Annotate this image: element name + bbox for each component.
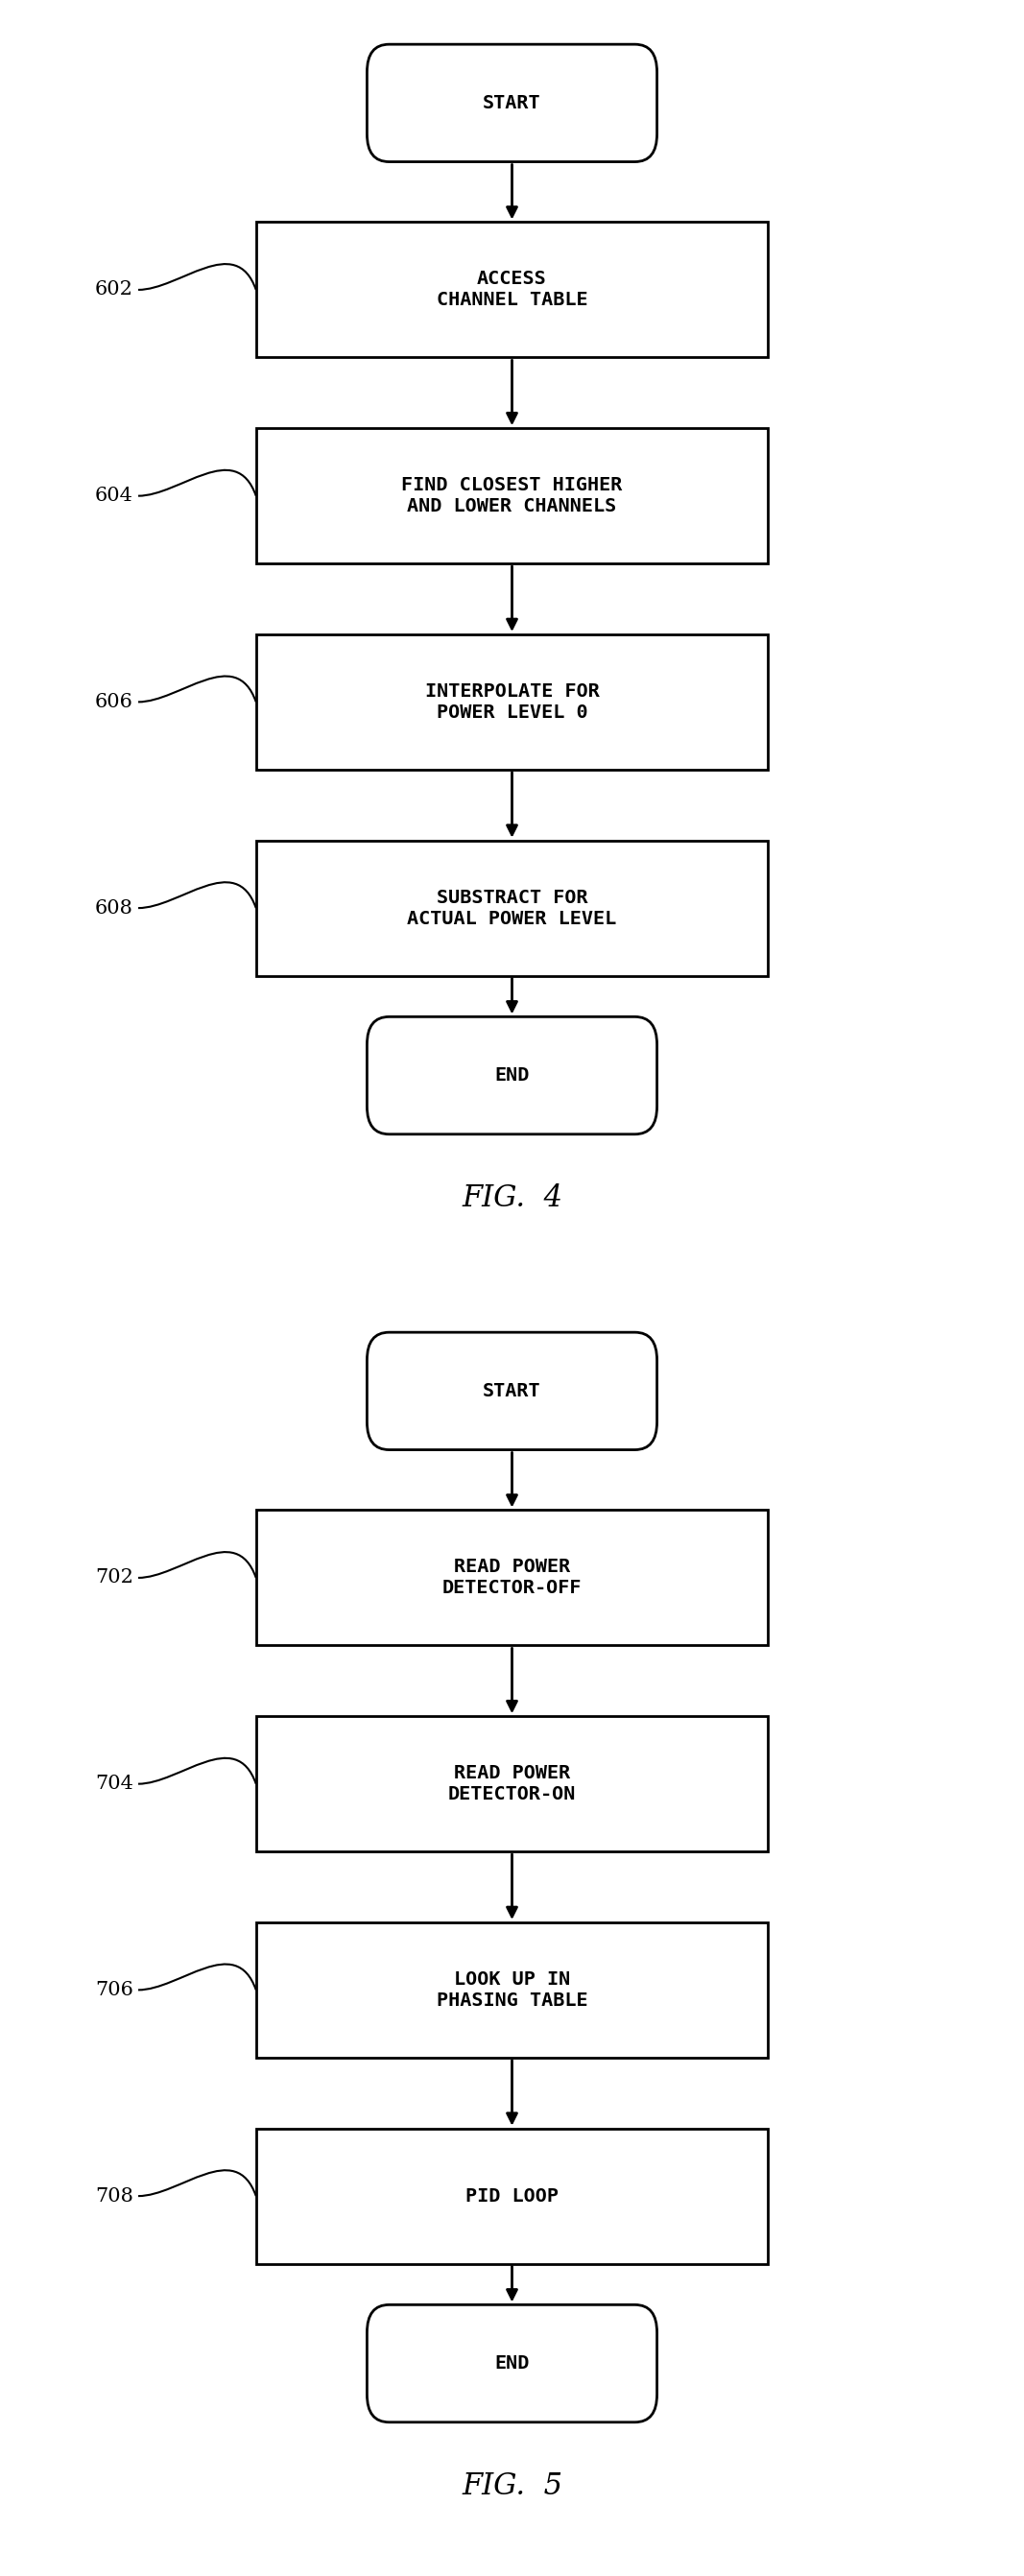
FancyBboxPatch shape xyxy=(256,634,768,770)
Text: 602: 602 xyxy=(95,281,133,299)
Text: PID LOOP: PID LOOP xyxy=(466,2187,558,2205)
Text: ACCESS
CHANNEL TABLE: ACCESS CHANNEL TABLE xyxy=(436,270,588,309)
Text: 708: 708 xyxy=(95,2187,133,2205)
FancyBboxPatch shape xyxy=(367,44,657,162)
Text: SUBSTRACT FOR
ACTUAL POWER LEVEL: SUBSTRACT FOR ACTUAL POWER LEVEL xyxy=(408,889,616,927)
Text: 704: 704 xyxy=(95,1775,133,1793)
FancyBboxPatch shape xyxy=(367,1332,657,1450)
Text: FIG.  5: FIG. 5 xyxy=(462,2470,562,2501)
Text: 702: 702 xyxy=(95,1569,133,1587)
Text: 606: 606 xyxy=(95,693,133,711)
Text: FIG.  4: FIG. 4 xyxy=(462,1182,562,1213)
Text: END: END xyxy=(495,1066,529,1084)
FancyBboxPatch shape xyxy=(256,2128,768,2264)
Text: READ POWER
DETECTOR-ON: READ POWER DETECTOR-ON xyxy=(449,1765,575,1803)
Text: 608: 608 xyxy=(95,899,133,917)
FancyBboxPatch shape xyxy=(256,1922,768,2058)
Text: START: START xyxy=(483,93,541,113)
Text: START: START xyxy=(483,1381,541,1401)
FancyBboxPatch shape xyxy=(367,1018,657,1133)
Text: INTERPOLATE FOR
POWER LEVEL 0: INTERPOLATE FOR POWER LEVEL 0 xyxy=(425,683,599,721)
FancyBboxPatch shape xyxy=(256,840,768,976)
Text: READ POWER
DETECTOR-OFF: READ POWER DETECTOR-OFF xyxy=(442,1558,582,1597)
Text: LOOK UP IN
PHASING TABLE: LOOK UP IN PHASING TABLE xyxy=(436,1971,588,2009)
FancyBboxPatch shape xyxy=(256,428,768,564)
FancyBboxPatch shape xyxy=(367,2306,657,2421)
Text: 706: 706 xyxy=(95,1981,133,1999)
Text: FIND CLOSEST HIGHER
AND LOWER CHANNELS: FIND CLOSEST HIGHER AND LOWER CHANNELS xyxy=(401,477,623,515)
FancyBboxPatch shape xyxy=(256,222,768,358)
Text: END: END xyxy=(495,2354,529,2372)
FancyBboxPatch shape xyxy=(256,1510,768,1646)
FancyBboxPatch shape xyxy=(256,1716,768,1852)
Text: 604: 604 xyxy=(95,487,133,505)
